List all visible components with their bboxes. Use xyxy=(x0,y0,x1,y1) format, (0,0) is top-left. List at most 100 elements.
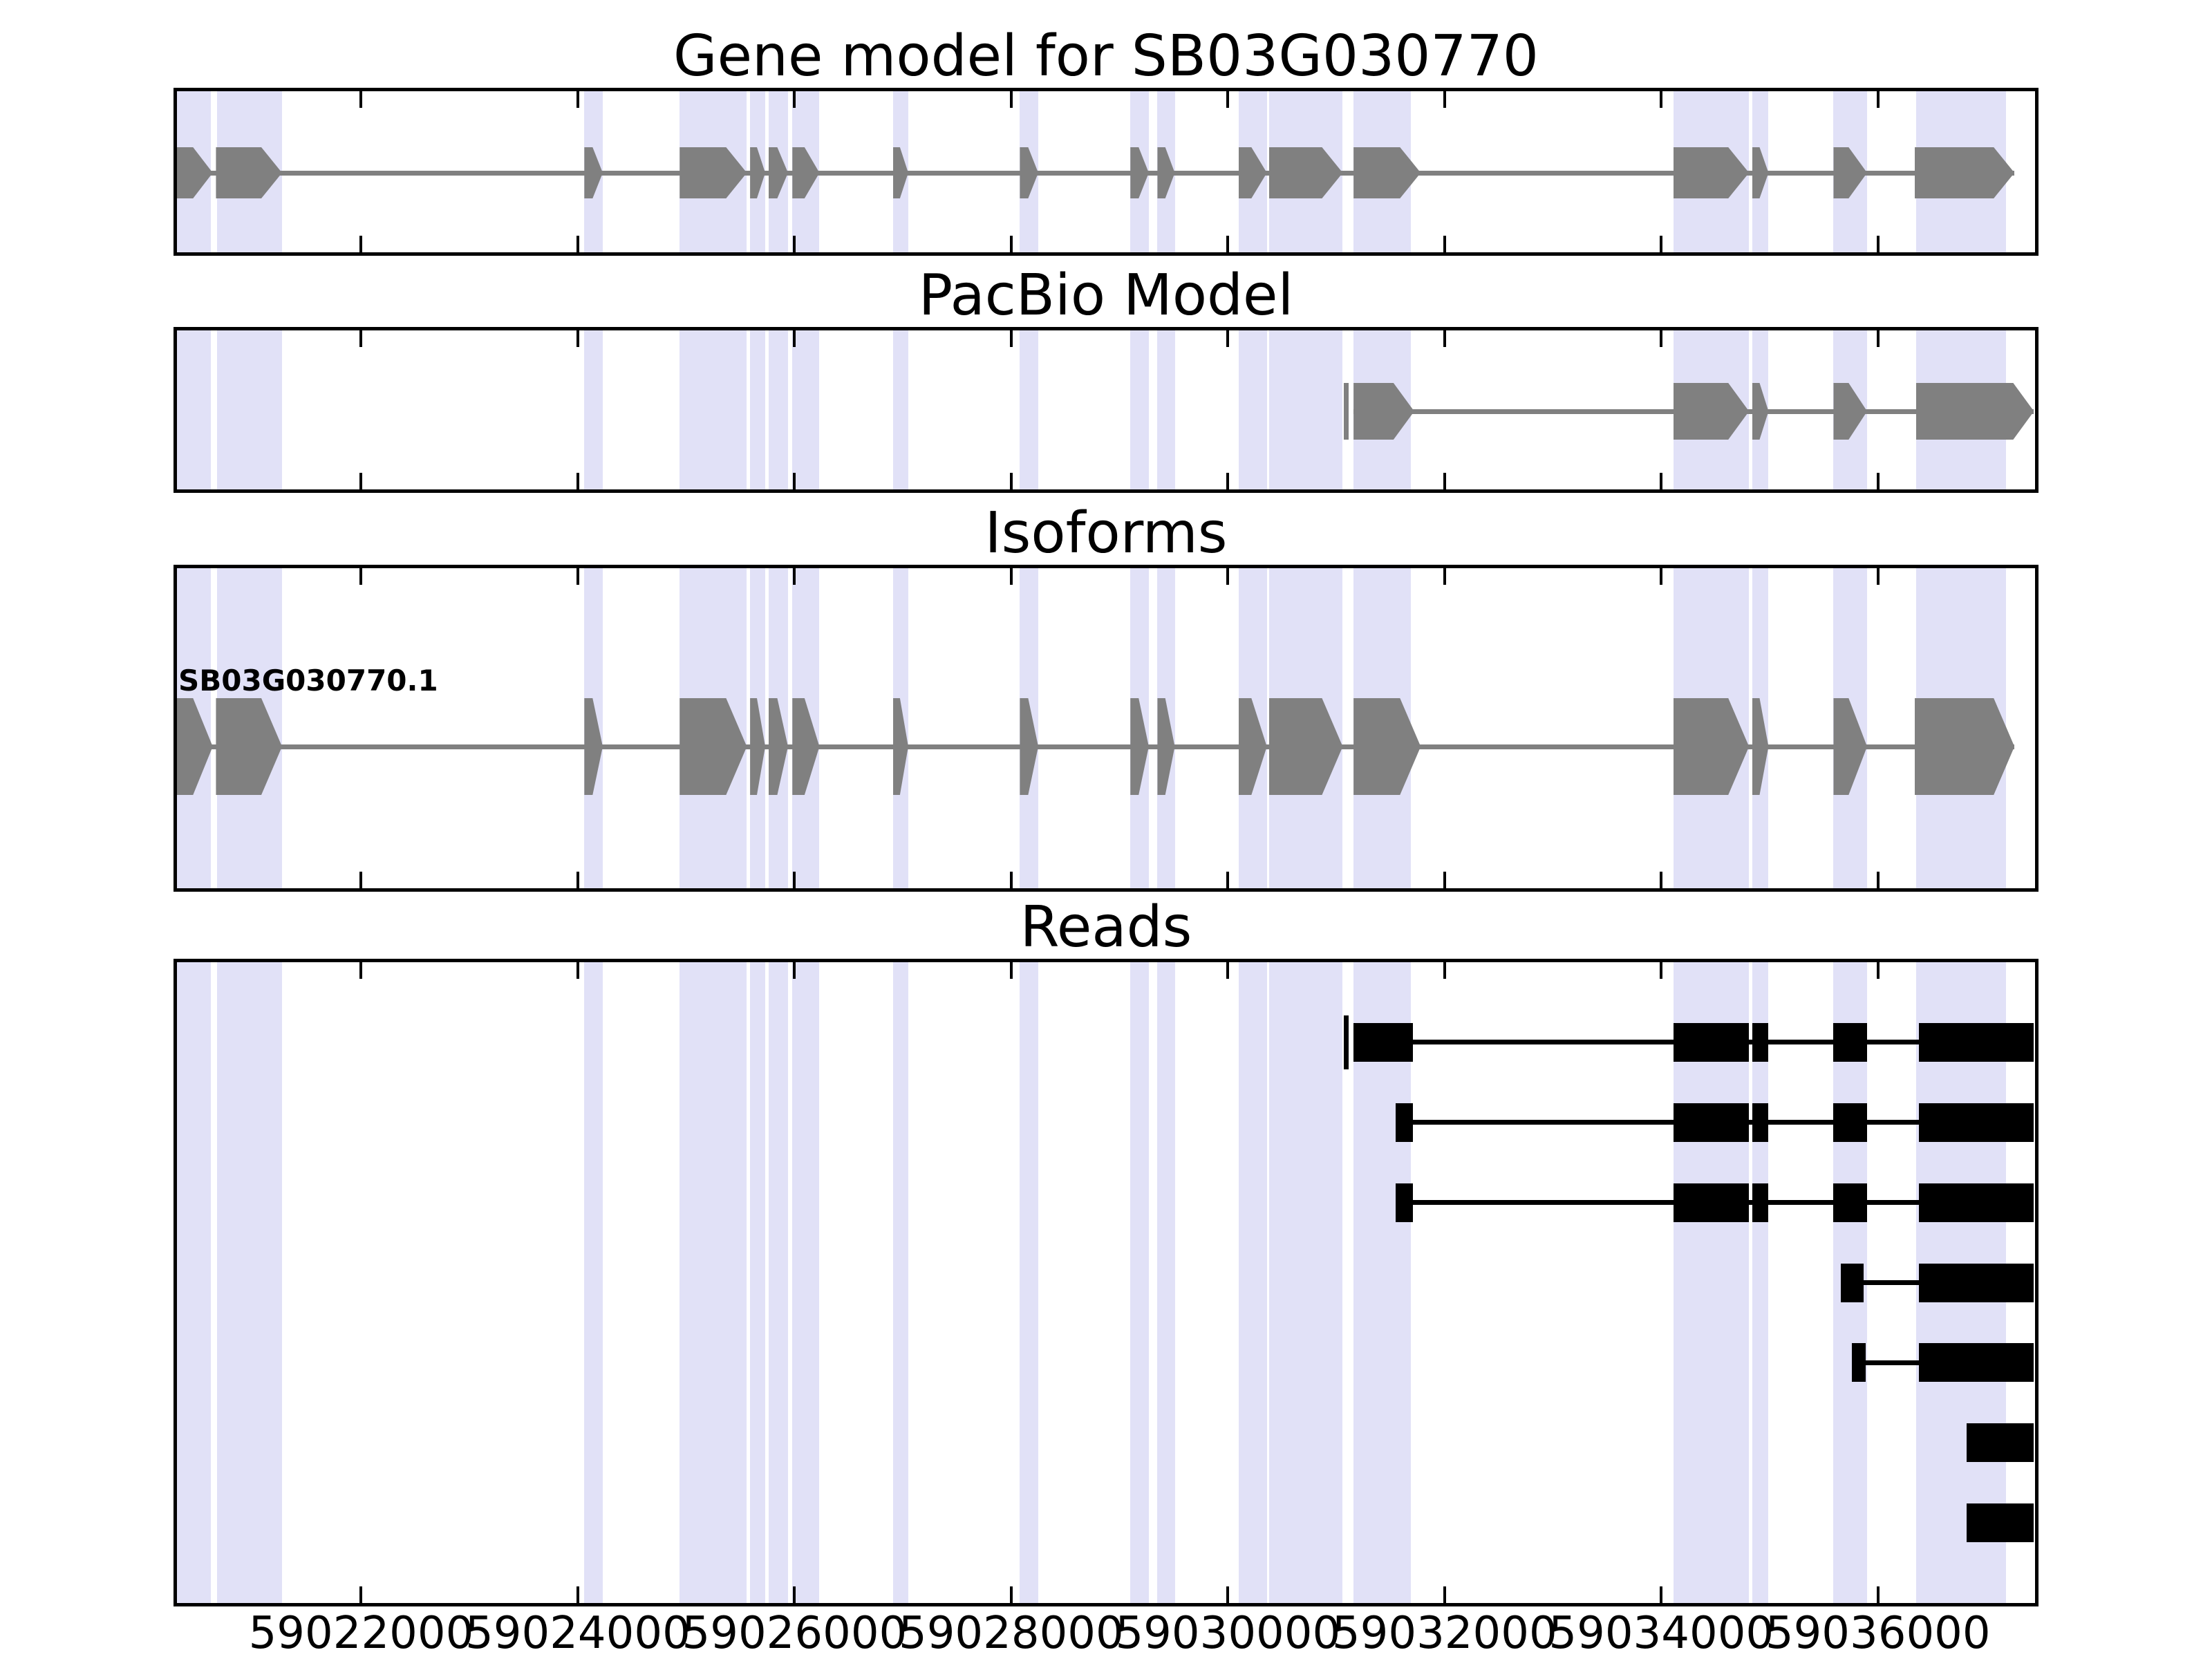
axis-tickmark-top xyxy=(576,91,579,108)
read-block xyxy=(1967,1503,2034,1543)
axis-tickmark-bottom xyxy=(793,872,796,888)
exon-highlight-band xyxy=(1130,330,1149,489)
axis-tickmark-top xyxy=(1009,330,1013,347)
panel-gene-model xyxy=(174,88,2038,256)
axis-tickmark-bottom xyxy=(793,1586,796,1603)
axis-tickmark-top xyxy=(1660,568,1663,585)
axis-tickmark-top xyxy=(1009,962,1013,979)
axis-tickmark-bottom xyxy=(1009,473,1013,489)
exon-highlight-band xyxy=(1268,962,1343,1603)
x-axis-tick-label: 59036000 xyxy=(1765,1608,1991,1659)
exon-highlight-band xyxy=(1020,330,1039,489)
axis-tickmark-bottom xyxy=(1876,872,1880,888)
axis-tickmark-top xyxy=(1443,91,1446,108)
axis-tickmark-top xyxy=(793,568,796,585)
exon-highlight-band xyxy=(216,330,283,489)
read-block xyxy=(1673,1183,1750,1222)
axis-tickmark-top xyxy=(1443,330,1446,347)
axis-tickmark-top xyxy=(1660,962,1663,979)
exon-highlight-band xyxy=(1239,330,1267,489)
axis-tickmark-bottom xyxy=(1660,872,1663,888)
exon-highlight-band xyxy=(768,330,788,489)
read-block xyxy=(1919,1022,2034,1062)
x-axis-tick-label: 59028000 xyxy=(898,1608,1124,1659)
axis-tickmark-top xyxy=(1660,91,1663,108)
axis-tickmark-top xyxy=(1876,568,1880,585)
axis-tickmark-bottom xyxy=(1226,236,1230,252)
axis-tickmark-top xyxy=(359,91,363,108)
intron-line xyxy=(177,170,2015,176)
axis-tickmark-top xyxy=(793,91,796,108)
read-block xyxy=(1919,1263,2034,1302)
axis-tickmark-bottom xyxy=(359,236,363,252)
axis-tickmark-bottom xyxy=(576,473,579,489)
read-block xyxy=(1752,1103,1769,1142)
exon-highlight-band xyxy=(679,962,747,1603)
read-block xyxy=(1752,1022,1769,1062)
read-block xyxy=(1752,1183,1769,1222)
read-block xyxy=(1841,1263,1864,1302)
exon-highlight-band xyxy=(1353,962,1412,1603)
panel-title-isoforms: Isoforms xyxy=(984,500,1228,566)
read-block xyxy=(1833,1183,1868,1222)
read-block xyxy=(1833,1022,1868,1062)
exon-highlight-band xyxy=(792,962,820,1603)
axis-tickmark-bottom xyxy=(1009,236,1013,252)
exon-highlight-band xyxy=(216,962,283,1603)
exon-highlight-band xyxy=(1020,962,1039,1603)
axis-tickmark-bottom xyxy=(1443,872,1446,888)
read-block xyxy=(1833,1103,1868,1142)
axis-tickmark-top xyxy=(1443,962,1446,979)
axis-tickmark-top xyxy=(1009,91,1013,108)
x-axis-tick-label: 59032000 xyxy=(1331,1608,1557,1659)
exon-highlight-band xyxy=(584,962,603,1603)
axis-tickmark-bottom xyxy=(1443,236,1446,252)
read-block xyxy=(1967,1423,2034,1463)
read-start-tick xyxy=(1344,1015,1349,1069)
axis-tickmark-top xyxy=(1226,962,1230,979)
panel-title-reads: Reads xyxy=(1020,894,1192,960)
exon-highlight-band xyxy=(792,330,820,489)
axis-tickmark-bottom xyxy=(1226,1586,1230,1603)
panel-title-pacbio: PacBio Model xyxy=(918,263,1294,328)
model-start-marker xyxy=(1344,383,1349,440)
axis-tickmark-top xyxy=(1443,568,1446,585)
axis-tickmark-top xyxy=(359,962,363,979)
exon-highlight-band xyxy=(1157,962,1175,1603)
axis-tickmark-top xyxy=(576,330,579,347)
read-block xyxy=(1396,1183,1414,1222)
axis-tickmark-bottom xyxy=(1443,1586,1446,1603)
axis-tickmark-bottom xyxy=(1009,1586,1013,1603)
x-axis-tick-label: 59024000 xyxy=(465,1608,691,1659)
exon-highlight-band xyxy=(893,330,908,489)
exon xyxy=(1915,698,2015,795)
exon-highlight-band xyxy=(1268,330,1343,489)
isoform-label: SB03G030770.1 xyxy=(178,664,438,697)
axis-tickmark-bottom xyxy=(1226,872,1230,888)
read-block xyxy=(1852,1343,1866,1382)
read-block xyxy=(1353,1022,1414,1062)
axis-tickmark-top xyxy=(359,568,363,585)
exon-highlight-band xyxy=(1673,962,1750,1603)
panel-reads xyxy=(174,959,2038,1606)
axis-tickmark-bottom xyxy=(1660,1586,1663,1603)
x-axis-tick-label: 59030000 xyxy=(1115,1608,1341,1659)
axis-tickmark-bottom xyxy=(359,1586,363,1603)
exon-highlight-band xyxy=(1157,330,1175,489)
axis-tickmark-top xyxy=(576,568,579,585)
exon-highlight-band xyxy=(1239,962,1267,1603)
axis-tickmark-bottom xyxy=(576,236,579,252)
axis-tickmark-bottom xyxy=(359,473,363,489)
panel-pacbio-model xyxy=(174,327,2038,493)
intron-line xyxy=(177,744,2015,749)
exon-highlight-band xyxy=(750,962,766,1603)
axis-tickmark-bottom xyxy=(1443,473,1446,489)
panel-isoforms: SB03G030770.1 xyxy=(174,565,2038,892)
axis-tickmark-top xyxy=(359,330,363,347)
x-axis-tick-label: 59034000 xyxy=(1548,1608,1774,1659)
read-block xyxy=(1919,1343,2034,1382)
axis-tickmark-top xyxy=(1876,91,1880,108)
exon xyxy=(1915,147,2015,198)
axis-tickmark-top xyxy=(1876,330,1880,347)
